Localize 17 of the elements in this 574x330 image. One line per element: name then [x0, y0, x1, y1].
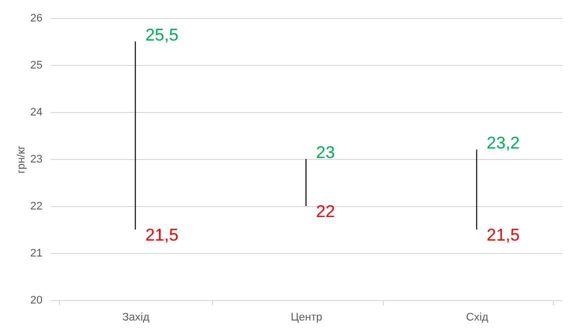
annotation: 25,5: [145, 26, 178, 44]
y-tick-label: 20: [30, 294, 42, 306]
annotation: 23: [316, 143, 335, 162]
y-tick-label: 21: [30, 248, 42, 260]
y-tick-label: 24: [30, 106, 42, 118]
y-tick-label: 22: [30, 200, 42, 212]
y-tick-label: 26: [30, 12, 42, 24]
x-tick-label: Схід: [466, 312, 489, 324]
y-tick-label: 23: [30, 154, 42, 166]
annotation: 23,2: [486, 134, 520, 153]
annotation: 21,5: [145, 226, 178, 244]
x-tick-label: Захід: [122, 312, 150, 324]
y-axis-title: грн/кг: [15, 145, 28, 174]
y-tick-label: 25: [30, 60, 42, 72]
annotation: 22: [316, 202, 335, 221]
annotation: 21,5: [486, 226, 520, 244]
x-tick-label: Центр: [290, 312, 322, 324]
